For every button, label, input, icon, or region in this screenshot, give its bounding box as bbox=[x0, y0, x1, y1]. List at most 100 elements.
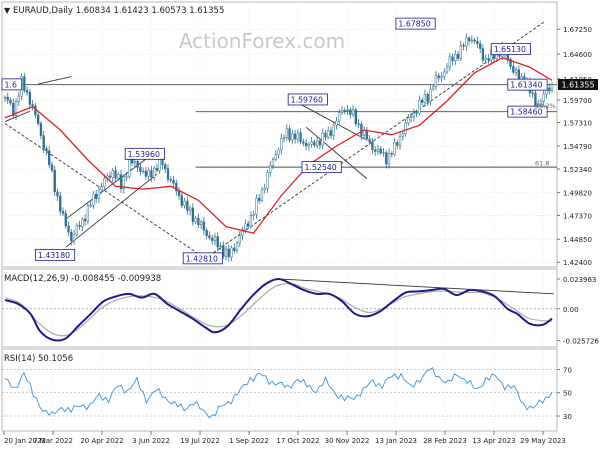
candle-body bbox=[216, 236, 219, 248]
candle-body bbox=[72, 233, 76, 241]
candle-body bbox=[285, 128, 288, 138]
candle-body bbox=[379, 148, 382, 154]
candle-body bbox=[50, 164, 54, 171]
chart-dropdown-icon[interactable]: ▼ bbox=[4, 6, 11, 15]
candle-body bbox=[213, 236, 217, 242]
candle-body bbox=[307, 143, 311, 147]
current-price-tag bbox=[558, 79, 598, 91]
candle-body bbox=[260, 189, 264, 201]
candle-body bbox=[459, 44, 462, 59]
candle-body bbox=[139, 167, 142, 172]
x-tick-label: 29 May 2023 bbox=[520, 437, 566, 445]
candle-body bbox=[271, 158, 275, 167]
candle-body bbox=[263, 187, 266, 191]
candle-body bbox=[70, 231, 73, 241]
candle-body bbox=[376, 148, 380, 152]
candle-body bbox=[316, 140, 319, 146]
price-label-text: 1.61340 bbox=[510, 81, 542, 90]
candle-body bbox=[12, 102, 15, 116]
candle-body bbox=[97, 189, 101, 199]
x-tick-label: 3 Jun 2022 bbox=[132, 437, 170, 445]
candle-body bbox=[437, 75, 440, 79]
trendline bbox=[38, 76, 72, 85]
candle-body bbox=[202, 221, 206, 231]
candle-body bbox=[401, 133, 404, 137]
candle-body bbox=[188, 207, 192, 211]
candle-body bbox=[487, 58, 490, 61]
candle-body bbox=[180, 195, 183, 206]
fib-label-text: 61.8 bbox=[535, 159, 549, 167]
y-tick-label-main: 1.57310 bbox=[563, 119, 592, 127]
macd-y-axis: 0.023963 0.00 -0.025726 bbox=[557, 276, 599, 346]
candle-body bbox=[296, 132, 299, 140]
candle-body bbox=[318, 140, 322, 146]
candle-body bbox=[169, 179, 172, 181]
candle-body bbox=[280, 137, 283, 151]
candle-body bbox=[304, 142, 308, 147]
price-label-box bbox=[301, 161, 342, 174]
y-tick-label-main: 1.47370 bbox=[563, 213, 592, 221]
candle-body bbox=[387, 153, 391, 165]
candle-body bbox=[75, 225, 78, 235]
candle-body bbox=[434, 75, 438, 87]
candle-body bbox=[340, 110, 344, 113]
trendline bbox=[290, 98, 366, 140]
y-tick-label-rsi: 70 bbox=[563, 366, 572, 374]
candle-body bbox=[332, 124, 335, 136]
candle-body bbox=[128, 159, 131, 177]
price-label-text: 1.59760 bbox=[291, 95, 323, 104]
candle-body bbox=[539, 100, 543, 105]
candle-body bbox=[172, 180, 175, 184]
candle-body bbox=[329, 130, 333, 136]
candle-body bbox=[374, 149, 377, 152]
candle-body bbox=[398, 135, 402, 146]
candle-body bbox=[166, 168, 170, 180]
candle-body bbox=[136, 161, 139, 168]
candle-body bbox=[56, 191, 59, 197]
main-panel-frame bbox=[1, 1, 558, 268]
price-labels: 1.6 1.67850 1.65130 1.61340 1.59760 1.58460 1.… bbox=[1, 17, 548, 265]
candle-body bbox=[338, 112, 341, 122]
candle-body bbox=[141, 170, 145, 173]
candle-body bbox=[199, 221, 203, 225]
candle-body bbox=[343, 110, 346, 112]
candle-body bbox=[45, 148, 48, 152]
y-tick-label-macd: -0.025726 bbox=[563, 338, 599, 346]
candle-body bbox=[3, 96, 7, 99]
candle-body bbox=[164, 164, 167, 169]
price-label-box bbox=[34, 248, 76, 261]
candle-body bbox=[205, 229, 208, 236]
candle-body bbox=[219, 245, 222, 248]
trendline bbox=[4, 110, 31, 122]
candle-body bbox=[429, 88, 432, 102]
candle-body bbox=[445, 66, 449, 73]
current-price-text: 1.61355 bbox=[561, 81, 594, 90]
y-tick-label-main: 1.49820 bbox=[563, 190, 592, 198]
macd-panel-frame bbox=[1, 268, 558, 348]
price-label-box bbox=[507, 78, 548, 91]
candle-body bbox=[409, 116, 413, 119]
candle-body bbox=[302, 141, 305, 144]
x-tick-label: 1 Sep 2022 bbox=[229, 437, 269, 445]
candle-body bbox=[293, 133, 297, 140]
candle-body bbox=[31, 104, 34, 107]
candle-body bbox=[95, 193, 98, 199]
candle-body bbox=[194, 218, 197, 222]
candle-body bbox=[385, 152, 388, 165]
candle-body bbox=[103, 178, 106, 187]
x-tick-label: 30 Nov 2022 bbox=[325, 437, 370, 445]
candle-body bbox=[61, 211, 65, 214]
candle-body bbox=[208, 235, 211, 239]
candle-body bbox=[313, 141, 316, 146]
candle-body bbox=[238, 235, 241, 244]
candle-body bbox=[114, 170, 117, 179]
candle-body bbox=[9, 99, 12, 104]
candle-body bbox=[153, 167, 156, 178]
candle-body bbox=[92, 193, 95, 206]
trendline bbox=[205, 21, 544, 259]
candle-body bbox=[147, 170, 150, 177]
candle-body bbox=[454, 54, 457, 62]
x-tick-label: 20 Jan 2022 bbox=[4, 437, 46, 445]
candle-body bbox=[354, 109, 358, 125]
candle-body bbox=[473, 39, 476, 42]
